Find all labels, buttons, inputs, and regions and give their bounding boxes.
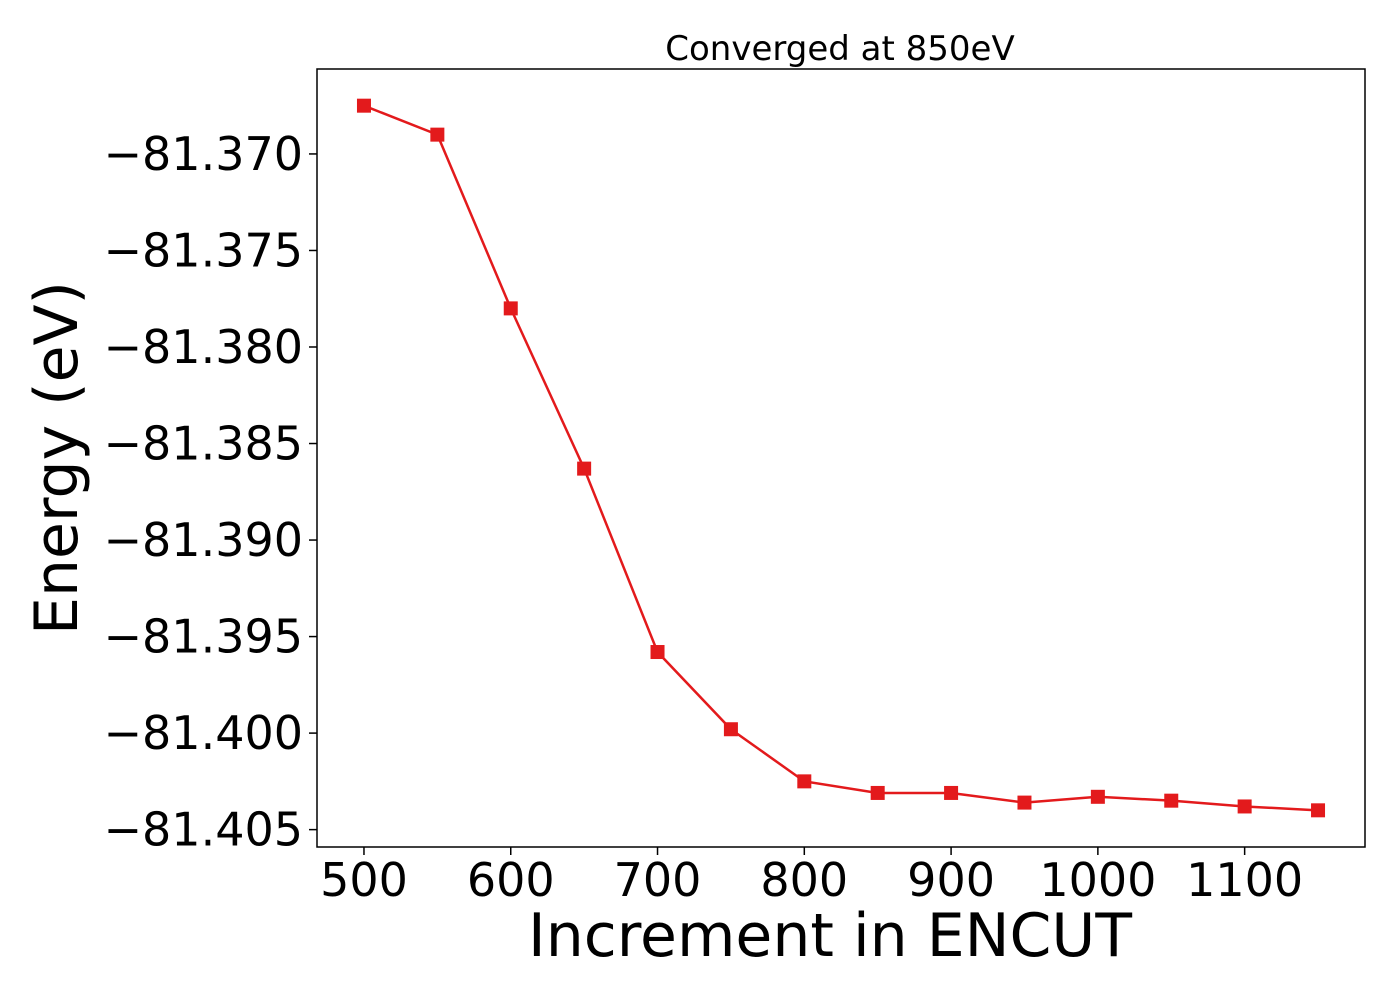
data-point-marker <box>944 785 959 800</box>
data-point-marker <box>1164 793 1179 808</box>
data-point-marker <box>1237 799 1252 814</box>
data-point-marker <box>797 774 812 789</box>
y-tick-label: −81.385 <box>104 417 304 471</box>
data-point-marker <box>1017 795 1032 810</box>
data-point-marker <box>503 301 518 316</box>
y-axis-label: Energy (eV) <box>22 281 92 635</box>
data-point-marker <box>1090 789 1105 804</box>
y-tick-label: −81.370 <box>104 127 304 181</box>
chart-title: Converged at 850eV <box>665 29 1014 69</box>
data-point-marker <box>650 645 665 660</box>
x-tick-label: 600 <box>467 853 555 907</box>
x-tick-label: 700 <box>614 853 702 907</box>
y-tick-label: −81.380 <box>104 320 304 374</box>
data-point-marker <box>430 127 445 142</box>
x-axis-label: Increment in ENCUT <box>528 901 1132 971</box>
plot-area <box>356 98 1326 818</box>
x-tick-label: 1100 <box>1186 853 1303 907</box>
y-tick-label: −81.405 <box>104 803 304 857</box>
x-tick-label: 900 <box>907 853 995 907</box>
y-tick-label: −81.395 <box>104 610 304 664</box>
x-tick-label: 800 <box>760 853 848 907</box>
x-tick-label: 1000 <box>1039 853 1156 907</box>
x-tick-label: 500 <box>320 853 408 907</box>
data-point-marker <box>577 461 592 476</box>
x-axis: 500 600 700 800 900 1000 1100 <box>320 847 1303 907</box>
y-tick-label: −81.400 <box>104 706 304 760</box>
data-point-marker <box>356 98 371 113</box>
y-tick-label: −81.375 <box>104 223 304 277</box>
y-axis: −81.370 −81.375 −81.380 −81.385 −81.390 −81.3… <box>104 127 317 857</box>
series-line <box>363 104 1319 812</box>
data-point-marker <box>723 722 738 737</box>
data-point-marker <box>1311 803 1326 818</box>
plot-frame <box>316 68 1366 848</box>
data-point-marker <box>870 785 885 800</box>
y-tick-label: −81.390 <box>104 513 304 567</box>
